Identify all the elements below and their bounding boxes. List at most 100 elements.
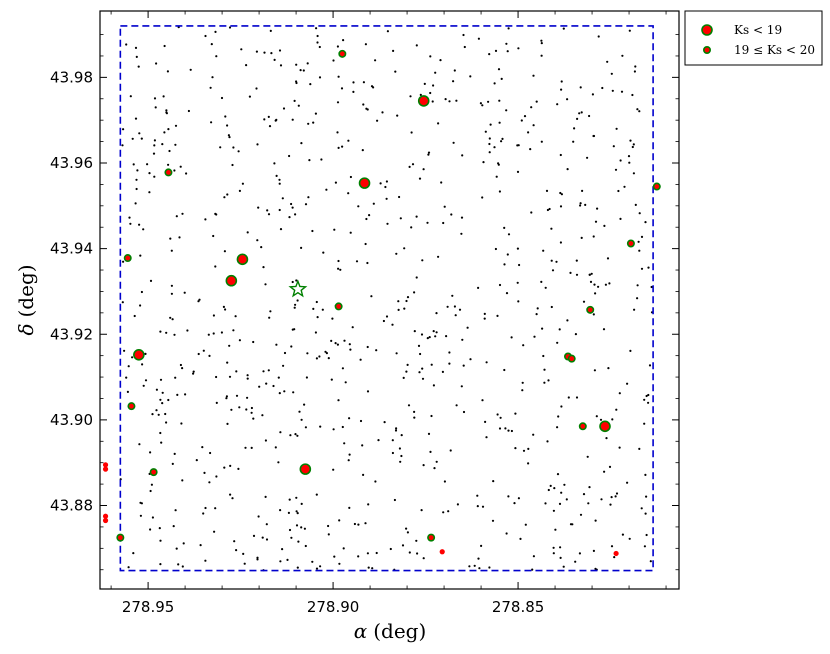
background-star [279, 431, 282, 434]
background-star [348, 417, 351, 420]
background-star [250, 406, 253, 410]
background-star [347, 192, 350, 195]
background-star [263, 118, 266, 121]
x-axis-unit: (deg) [373, 619, 426, 643]
background-star [578, 112, 581, 115]
background-star [332, 428, 335, 431]
background-star [559, 241, 563, 244]
background-star [136, 169, 139, 172]
background-star [463, 45, 466, 49]
background-star [491, 519, 495, 522]
background-star [149, 489, 152, 493]
background-star [319, 565, 322, 568]
background-star [135, 178, 138, 181]
background-star [161, 143, 164, 146]
background-star [516, 144, 519, 147]
background-star [481, 399, 484, 402]
background-star [496, 314, 499, 317]
background-star [334, 181, 337, 184]
background-star [224, 308, 227, 311]
bright-source-point [417, 95, 430, 107]
y-tick-label: 43.94 [50, 240, 93, 258]
background-star [296, 299, 299, 302]
background-star [614, 168, 618, 171]
background-star [605, 437, 608, 440]
background-star [295, 80, 298, 83]
background-star [256, 556, 259, 559]
background-star [429, 450, 432, 453]
background-star [500, 77, 503, 80]
background-star [594, 519, 597, 522]
background-star [645, 533, 648, 537]
background-star [315, 300, 318, 304]
y-axis-symbol: δ [14, 324, 38, 336]
background-star [407, 404, 411, 407]
background-star [278, 182, 281, 185]
background-star [287, 511, 290, 514]
background-star [543, 381, 546, 384]
background-star [316, 34, 319, 38]
background-star [554, 528, 557, 531]
background-star [226, 422, 229, 425]
background-star [484, 130, 487, 133]
background-star [349, 348, 352, 351]
background-star [401, 544, 405, 547]
background-star [161, 391, 164, 394]
background-star [634, 65, 637, 68]
background-star [447, 510, 450, 513]
background-star [202, 349, 205, 352]
background-star [384, 185, 387, 189]
background-star [381, 111, 384, 114]
background-star [643, 398, 646, 401]
background-star [552, 509, 556, 512]
background-star [517, 47, 520, 50]
background-star [647, 393, 650, 397]
background-star [357, 555, 360, 558]
background-star [234, 315, 237, 318]
background-star [494, 247, 497, 251]
background-star [649, 560, 652, 563]
background-star [593, 369, 597, 372]
background-star [167, 163, 170, 166]
background-star [167, 398, 170, 402]
background-star [558, 328, 561, 331]
background-star [408, 551, 411, 554]
background-star [288, 216, 291, 219]
background-star [629, 139, 632, 142]
background-star [231, 497, 234, 500]
other-source-point [102, 513, 109, 519]
background-star [385, 180, 388, 183]
background-star [246, 374, 249, 377]
background-star [144, 379, 148, 382]
background-star [588, 486, 591, 489]
background-star [638, 447, 641, 450]
background-star [506, 253, 509, 256]
background-star [574, 560, 577, 563]
background-star [296, 434, 299, 437]
background-star [532, 124, 535, 127]
background-star [370, 295, 373, 298]
background-star [140, 137, 143, 140]
background-star [168, 149, 171, 153]
background-star [597, 35, 600, 38]
background-star [336, 45, 339, 48]
background-star [238, 339, 241, 342]
background-star [121, 301, 124, 304]
background-star [422, 557, 425, 560]
background-star [477, 37, 480, 40]
background-star [198, 298, 201, 301]
background-star [215, 375, 218, 379]
background-star [165, 112, 168, 115]
background-star [556, 103, 559, 106]
background-star [304, 426, 307, 429]
background-star [303, 527, 306, 530]
background-star [279, 228, 283, 231]
background-star [294, 303, 297, 306]
background-star [607, 367, 610, 370]
background-star [391, 451, 394, 455]
background-star [449, 449, 452, 452]
background-star [341, 145, 344, 148]
background-star [291, 280, 294, 284]
background-star [611, 89, 614, 92]
background-star [584, 203, 587, 206]
